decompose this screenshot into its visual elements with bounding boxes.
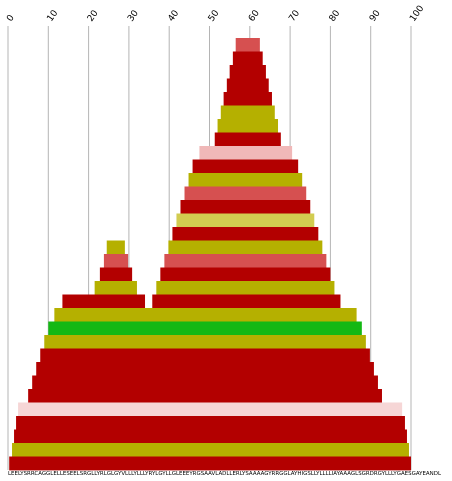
- profile-band-segment: [160, 267, 331, 282]
- profile-band-segment: [106, 240, 125, 255]
- profile-band-segment: [223, 92, 272, 106]
- x-axis-ticks: 0 10 20 30 40 50 60 70 80 90 100: [5, 4, 426, 24]
- profile-band-segment: [94, 281, 137, 295]
- profile-band-segment: [217, 119, 279, 133]
- profile-band-segment: [192, 159, 299, 174]
- profile-band-segment: [40, 348, 370, 363]
- profile-band-segment: [32, 375, 378, 390]
- profile-band-segment: [62, 294, 146, 309]
- profile-band-segment: [188, 173, 303, 187]
- profile-band-segment: [99, 267, 133, 282]
- profile-band-segment: [232, 51, 263, 66]
- x-tick-label: 50: [207, 8, 222, 23]
- x-tick-label: 90: [368, 8, 383, 23]
- profile-band-segment: [220, 105, 275, 120]
- x-tick-label: 20: [86, 8, 101, 23]
- profile-band-segment: [176, 213, 315, 228]
- x-tick-label: 60: [247, 8, 262, 23]
- profile-bands: [9, 38, 412, 471]
- profile-band-segment: [103, 254, 129, 268]
- profile-band-segment: [235, 38, 260, 52]
- profile-band-segment: [229, 65, 266, 79]
- profile-band-segment: [226, 78, 269, 93]
- profile-band-segment: [44, 335, 366, 349]
- profile-band-segment: [36, 362, 374, 376]
- x-tick-label: 80: [328, 8, 343, 23]
- profile-band-segment: [14, 429, 407, 444]
- profile-band-segment: [184, 186, 307, 201]
- x-tick-label: 10: [46, 8, 61, 23]
- profile-band-segment: [12, 443, 409, 457]
- x-tick-label: 70: [287, 8, 302, 23]
- profile-band-segment: [54, 308, 357, 322]
- x-tick-label: 40: [166, 8, 181, 23]
- profile-band-segment: [16, 416, 405, 430]
- profile-band-segment: [172, 227, 319, 241]
- profile-band-segment: [18, 402, 403, 417]
- profile-band-segment: [168, 240, 323, 255]
- profile-band-segment: [214, 132, 281, 147]
- profile-band-segment: [199, 146, 293, 160]
- profile-band-segment: [152, 294, 341, 309]
- profile-band-segment: [164, 254, 327, 268]
- x-tick-label: 100: [408, 4, 426, 24]
- x-tick-label: 0: [5, 13, 17, 24]
- x-tick-label: 30: [126, 8, 141, 23]
- profile-band-segment: [180, 200, 311, 214]
- profile-band-segment: [156, 281, 335, 295]
- sequence-label: LEELYSRRCAGGLELLESEELSRGLLYRLGLGYVLLLYLL…: [8, 471, 441, 477]
- profile-band-segment: [48, 321, 362, 336]
- profile-band-segment: [9, 456, 412, 471]
- profile-band-segment: [28, 389, 382, 403]
